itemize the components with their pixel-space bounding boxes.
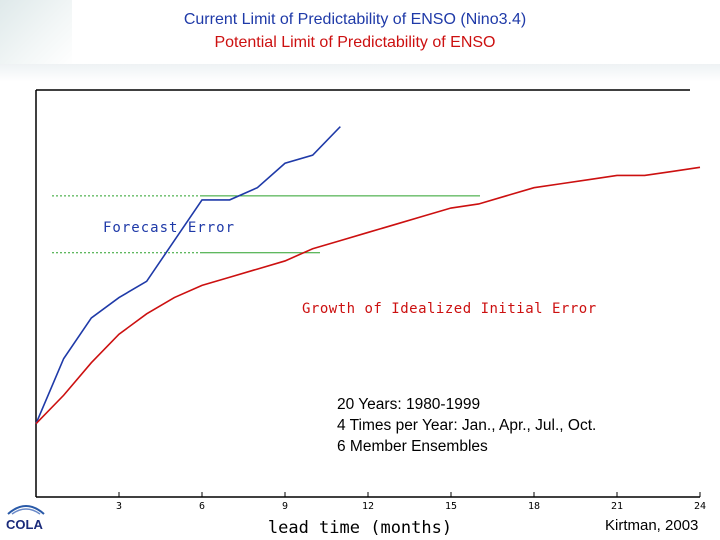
series-label-forecast-error: Forecast Error (103, 220, 235, 236)
title-line-1: Current Limit of Predictability of ENSO … (183, 11, 527, 28)
x-tick-label: 3 (116, 501, 122, 512)
series-line-forecast-error (35, 126, 341, 425)
x-tick-label: 18 (528, 501, 540, 512)
info-line-ensembles: 6 Member Ensembles (337, 438, 488, 455)
x-tick-label: 6 (199, 501, 205, 512)
series-line-idealized-error (35, 166, 701, 425)
chart-series (35, 126, 701, 425)
title-line-2: Potential Limit of Predictability of ENS… (214, 34, 496, 51)
page-title: Current Limit of Predictability of ENSO … (100, 8, 610, 54)
x-tick-label: 9 (282, 501, 288, 512)
cola-logo-icon (7, 505, 45, 515)
chart-axes: 3 6 9 12 15 18 21 24 lead time (months) (35, 89, 706, 538)
x-axis-label: lead time (months) (268, 518, 452, 538)
x-tick-label: 15 (445, 501, 457, 512)
x-tick-label: 12 (362, 501, 374, 512)
info-box: 20 Years: 1980-1999 4 Times per Year: Ja… (337, 394, 596, 457)
series-label-idealized-error: Growth of Idealized Initial Error (302, 301, 597, 317)
info-line-years: 20 Years: 1980-1999 (337, 396, 481, 413)
reference-lines (52, 195, 480, 254)
corner-decoration (0, 0, 72, 66)
credit: Kirtman, 2003 (605, 517, 699, 534)
chart-labels: Forecast Error Growth of Idealized Initia… (103, 220, 597, 317)
x-tick-label: 24 (694, 501, 706, 512)
x-tick-label: 21 (611, 501, 623, 512)
info-line-times: 4 Times per Year: Jan., Apr., Jul., Oct. (337, 417, 597, 434)
cola-logo-text: COLA (6, 517, 43, 532)
header-band (0, 64, 720, 82)
